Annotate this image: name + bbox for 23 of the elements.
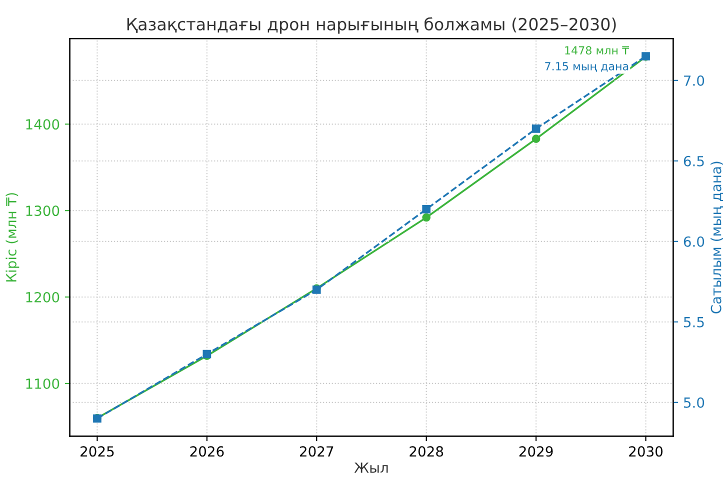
- x-tick-label: 2027: [300, 446, 334, 457]
- x-tick-label: 2028: [410, 446, 444, 457]
- annotation: 1478 млн ₸: [565, 46, 629, 55]
- annotation: 7.15 мың дана: [545, 62, 628, 72]
- x-tick-label: 2030: [629, 446, 663, 457]
- y2-tick-label: 5.0: [684, 397, 704, 408]
- y-axis-title: Кіріс (млн ₸): [6, 193, 20, 282]
- y-tick-label: 1100: [26, 378, 60, 389]
- y-tick-label: 1200: [26, 292, 60, 303]
- y2-tick-label: 5.5: [684, 317, 704, 328]
- x-tick-label: 2025: [80, 446, 114, 457]
- y2-tick-label: 6.5: [684, 156, 704, 166]
- x-tick-label: 2029: [519, 446, 553, 457]
- x-tick-label: 2026: [190, 446, 224, 457]
- chart-title: Қазақстандағы дрон нарығының болжамы (2025–2030): [127, 17, 616, 34]
- point: [532, 124, 540, 133]
- y2-axis-title: Сатылым (мың дана): [710, 162, 724, 314]
- point: [422, 205, 431, 214]
- y-tick-label: 1400: [26, 119, 60, 130]
- y2-tick-label: 6.0: [684, 236, 704, 247]
- y-tick-label: 1300: [26, 206, 60, 216]
- x-axis-title: Жыл: [354, 462, 388, 473]
- y2-tick-label: 7.0: [684, 75, 704, 86]
